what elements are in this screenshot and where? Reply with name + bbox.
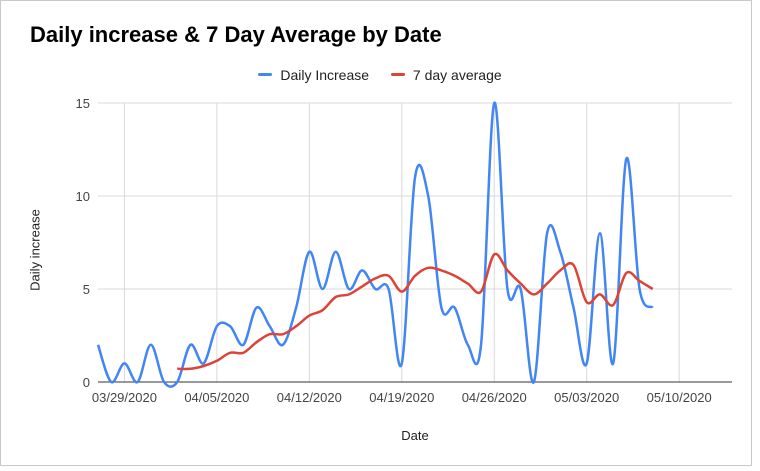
chart-frame xyxy=(0,0,752,466)
x-tick-label: 05/10/2020 xyxy=(647,390,712,405)
y-tick-label: 10 xyxy=(76,189,90,204)
legend-swatch-red xyxy=(390,73,405,76)
y-tick-label: 5 xyxy=(83,282,90,297)
legend-swatch-blue xyxy=(258,73,273,76)
legend: Daily Increase 7 day average xyxy=(0,63,760,83)
chart-title: Daily increase & 7 Day Average by Date xyxy=(30,22,442,47)
x-tick-label: 05/03/2020 xyxy=(554,390,619,405)
y-tick-label: 0 xyxy=(83,375,90,390)
x-tick-label: 04/19/2020 xyxy=(369,390,434,405)
x-tick-label: 03/29/2020 xyxy=(92,390,157,405)
seven-day-average-line xyxy=(177,252,654,371)
daily-increase-line xyxy=(96,101,654,388)
legend-item-daily-increase[interactable]: Daily Increase xyxy=(258,67,369,83)
legend-label: Daily Increase xyxy=(280,66,370,83)
x-tick-label: 04/26/2020 xyxy=(462,390,527,405)
x-tick-label: 04/05/2020 xyxy=(184,390,249,405)
legend-item-7-day-average[interactable]: 7 day average xyxy=(390,66,502,83)
x-axis-title: Date xyxy=(401,428,429,443)
x-tick-label: 04/12/2020 xyxy=(277,390,342,405)
y-tick-label: 15 xyxy=(76,96,90,111)
legend-label: 7 day average xyxy=(412,66,502,83)
